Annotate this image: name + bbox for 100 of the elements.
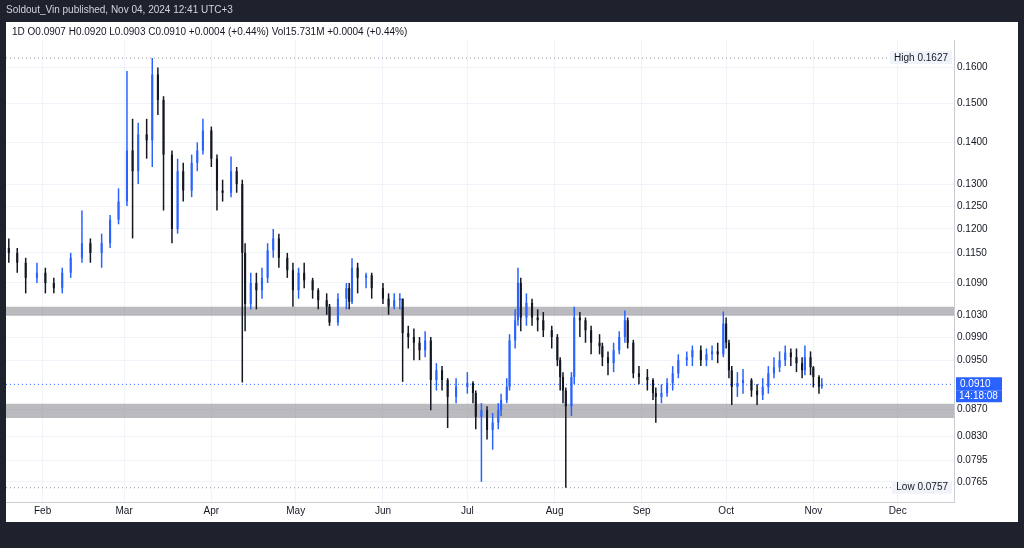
x-tick-label: May	[286, 504, 306, 516]
candlestick	[229, 155, 233, 198]
candlestick	[272, 228, 275, 259]
candlestick	[210, 125, 213, 168]
candlestick	[480, 402, 483, 483]
x-tick-label: Jul	[460, 504, 474, 516]
candlestick	[584, 316, 587, 344]
candlestick	[761, 377, 764, 401]
candlestick	[345, 282, 348, 311]
candlestick	[7, 237, 10, 264]
x-tick-label: Nov	[804, 504, 823, 516]
candlestick	[817, 374, 821, 395]
candlestick	[61, 266, 64, 295]
candlestick	[80, 209, 84, 264]
x-tick-label: Sep	[632, 504, 652, 516]
y-tick-label: 0.1200	[957, 222, 989, 234]
candlestick	[311, 277, 314, 300]
candlestick	[550, 325, 553, 350]
candlestick	[612, 341, 615, 373]
candlestick	[466, 371, 469, 395]
candlestick	[722, 310, 725, 358]
x-tick-label: Jun	[374, 504, 392, 516]
candlestick	[485, 405, 489, 441]
candlestick	[176, 157, 179, 235]
candlestick	[291, 261, 294, 308]
candlestick	[705, 347, 708, 367]
candlestick	[685, 350, 688, 367]
candlestick	[699, 344, 702, 367]
x-tick-label: Feb	[33, 504, 52, 516]
x-tick-label: Oct	[718, 504, 735, 516]
candlestick	[491, 412, 494, 451]
y-tick-label: 0.1150	[957, 246, 988, 258]
y-tick-label: 0.1250	[957, 199, 989, 211]
candlestick	[69, 252, 72, 279]
candlestick	[190, 153, 193, 198]
candlestick	[317, 287, 320, 311]
candlestick	[691, 344, 694, 367]
candlestick	[35, 261, 38, 284]
candlestick	[626, 316, 629, 350]
candlestick	[446, 377, 449, 429]
ref-line-label: 0.0910	[960, 378, 992, 390]
candlestick	[151, 57, 154, 168]
y-tick-label: 0.1090	[957, 276, 989, 288]
candlestick	[590, 325, 593, 356]
candlestick	[277, 232, 280, 269]
candlestick	[525, 292, 528, 327]
candlestick	[387, 292, 390, 316]
chart-title: 1D O0.0907 H0.0920 L0.0903 C0.0910 +0.0004 (+0.44%) Vol15.731M +0.0004 (+0.44%)	[12, 26, 408, 37]
candlestick	[618, 330, 621, 356]
candlestick	[235, 166, 238, 194]
candlestick	[162, 95, 165, 212]
x-tick-label: Dec	[888, 504, 907, 516]
candlestick	[381, 282, 384, 305]
candlestick	[632, 339, 635, 379]
candlestick	[803, 344, 806, 376]
text: Soldout_Vin published, Nov 04, 2024 12:41 UTC+3	[5, 3, 234, 17]
candlestick	[16, 247, 19, 274]
candlestick	[440, 365, 444, 392]
candlestick	[401, 297, 404, 383]
y-tick-label: 0.0950	[957, 353, 989, 365]
x-tick-label: Mar	[115, 504, 134, 516]
candlestick	[348, 282, 351, 311]
candlestick	[542, 311, 545, 338]
ref-line-label: Low 0.0757	[896, 481, 949, 493]
x-tick-label: Aug	[545, 504, 564, 516]
candlestick	[286, 252, 289, 279]
y-tick-label: 0.1500	[957, 97, 989, 109]
candlestick	[741, 368, 745, 395]
y-tick-label: 0.1400	[957, 136, 989, 148]
candlestick	[772, 356, 776, 379]
candlestick	[716, 341, 719, 364]
text: 14:18:08	[959, 390, 999, 402]
candlestick	[778, 350, 781, 373]
y-tick-label: 0.0830	[957, 429, 989, 441]
candlestick	[89, 237, 92, 264]
candlestick	[336, 292, 339, 327]
candlestick	[356, 261, 359, 295]
candlestick	[370, 272, 373, 300]
candlestick	[412, 327, 415, 361]
candlestick	[820, 377, 823, 390]
candlestick	[407, 325, 410, 350]
candlestick	[666, 377, 669, 398]
candlestick	[109, 214, 112, 249]
candlestick	[606, 350, 610, 376]
candlestick	[260, 266, 264, 300]
candlestick	[711, 344, 714, 361]
candlestick	[201, 118, 204, 156]
candlestick	[145, 118, 148, 160]
candlestick	[365, 272, 368, 289]
ref-line-label: High 0.1627	[894, 51, 949, 63]
y-tick-label: 0.0795	[957, 453, 989, 465]
candlestick	[255, 272, 258, 311]
y-tick-label: 0.0990	[957, 330, 989, 342]
y-tick-label: 0.1300	[957, 177, 989, 189]
candlestick	[424, 330, 427, 358]
candlestick	[418, 336, 421, 361]
candlestick	[623, 309, 626, 344]
candlestick	[249, 272, 252, 311]
candlestick	[117, 187, 120, 226]
candlestick	[196, 141, 199, 172]
